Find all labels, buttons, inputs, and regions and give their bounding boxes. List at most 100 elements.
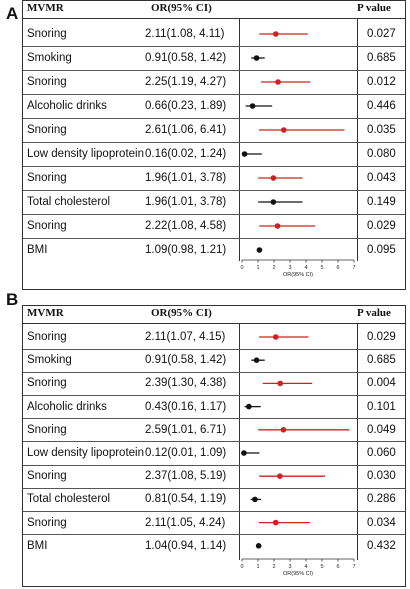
or-point (272, 334, 279, 340)
x-tick-label: 2 (272, 265, 275, 271)
or-point (280, 427, 287, 433)
row-p-value: 0.685 (367, 354, 396, 367)
row-or-ci: 0.81(0.54, 1.19) (145, 493, 227, 506)
row-p-value: 0.286 (367, 493, 396, 506)
or-point (249, 103, 256, 109)
or-point (253, 55, 260, 61)
row-label: Snoring (27, 423, 67, 436)
row-separator (23, 349, 405, 350)
column-divider-left (239, 18, 240, 261)
row-separator (23, 511, 405, 512)
x-tick-label: 2 (272, 564, 275, 570)
or-point (241, 450, 247, 456)
row-p-value: 0.027 (367, 28, 396, 40)
row-separator (23, 372, 405, 373)
row-p-value: 0.432 (367, 539, 396, 552)
row-label: Low density lipoprotein (27, 447, 144, 459)
forest-panel-a: A MVMR OR(95% CI) P value Snoring 2.11(1.… (0, 0, 410, 290)
row-or-ci: 2.25(1.19, 4.27) (145, 76, 227, 88)
row-separator (23, 118, 405, 119)
row-label: BMI (27, 539, 48, 552)
row-or-ci: 2.39(1.30, 4.38) (145, 377, 227, 390)
row-label: Low density lipoprotein (27, 148, 144, 160)
row-p-value: 0.095 (367, 244, 396, 256)
row-separator (23, 488, 405, 489)
x-tick-label: 7 (352, 564, 355, 570)
row-separator (23, 94, 405, 95)
row-separator (23, 142, 405, 143)
or-point (241, 151, 248, 157)
forest-plot-area: 0 1 2 3 4 5 6 7 OR(95% CI) (240, 334, 356, 577)
panel-label: B (6, 290, 19, 309)
row-label: Snoring (27, 470, 67, 483)
forest-plot-area: 0 1 2 3 4 5 6 7 OR(95% CI) (240, 31, 356, 278)
row-or-ci: 0.12(0.01, 1.09) (145, 447, 227, 459)
or-point (256, 247, 263, 253)
x-tick-label: 5 (320, 265, 323, 271)
x-tick-label: 0 (240, 265, 243, 271)
column-divider-right (357, 18, 358, 261)
row-p-value: 0.149 (367, 196, 396, 208)
or-point (274, 223, 281, 229)
row-separator (23, 418, 405, 419)
row-p-value: 0.012 (367, 76, 396, 88)
row-or-ci: 0.91(0.58, 1.42) (145, 52, 227, 64)
row-separator (23, 441, 405, 442)
or-point (270, 199, 277, 205)
x-tick-label: 7 (352, 265, 355, 271)
row-label: BMI (27, 244, 48, 256)
header-divider (23, 18, 405, 19)
row-p-value: 0.049 (367, 423, 396, 436)
row-separator (23, 46, 405, 47)
row-or-ci: 2.11(1.08, 4.11) (145, 28, 225, 40)
x-tick-label: 4 (304, 564, 307, 570)
row-separator (23, 395, 405, 396)
row-separator (23, 214, 405, 215)
row-or-ci: 0.66(0.23, 1.89) (145, 100, 227, 112)
row-label: Snoring (27, 124, 67, 136)
row-separator (23, 70, 405, 71)
row-or-ci: 2.61(1.06, 6.41) (145, 124, 227, 136)
row-or-ci: 1.09(0.98, 1.21) (145, 244, 227, 256)
row-or-ci: 2.11(1.05, 4.24) (145, 516, 226, 529)
row-separator (23, 190, 405, 191)
x-tick-label: 1 (256, 564, 259, 570)
row-p-value: 0.035 (367, 124, 396, 136)
x-tick-label: 0 (240, 564, 243, 570)
row-label: Alcoholic drinks (27, 100, 107, 112)
column-header-or: OR(95% CI) (151, 2, 212, 14)
row-or-ci: 1.96(1.01, 3.78) (145, 196, 227, 208)
row-or-ci: 2.37(1.08, 5.19) (145, 470, 227, 483)
row-p-value: 0.030 (367, 470, 396, 483)
or-point (277, 473, 283, 479)
or-point (277, 380, 284, 387)
or-point (272, 31, 279, 37)
column-header-or: OR(95% CI) (151, 307, 212, 319)
row-or-ci: 0.91(0.58, 1.42) (145, 354, 227, 367)
x-tick-label: 1 (256, 265, 259, 271)
row-separator (23, 465, 405, 466)
row-separator (23, 166, 405, 167)
row-p-value: 0.004 (367, 377, 396, 390)
row-p-value: 0.043 (367, 172, 396, 184)
row-label: Snoring (27, 28, 67, 40)
row-label: Smoking (27, 52, 72, 64)
column-header-mvmr: MVMR (27, 307, 64, 319)
row-label: Total cholesterol (27, 196, 111, 208)
row-label: Snoring (27, 331, 67, 343)
row-label: Total cholesterol (27, 493, 111, 506)
or-point (275, 79, 281, 85)
row-or-ci: 0.16(0.02, 1.24) (145, 148, 227, 160)
x-tick-label: 3 (288, 265, 291, 271)
row-p-value: 0.029 (367, 220, 396, 232)
x-tick-label: 6 (336, 265, 339, 271)
row-label: Snoring (27, 76, 67, 88)
row-label: Smoking (27, 354, 72, 367)
or-point (246, 403, 252, 410)
header-divider (23, 323, 405, 324)
forest-panel-b: B MVMR OR(95% CI) P value Snoring 2.11(1.… (0, 290, 410, 588)
row-p-value: 0.060 (367, 447, 396, 459)
panel-label: A (6, 4, 19, 23)
or-point (253, 357, 260, 363)
row-p-value: 0.029 (367, 331, 396, 343)
